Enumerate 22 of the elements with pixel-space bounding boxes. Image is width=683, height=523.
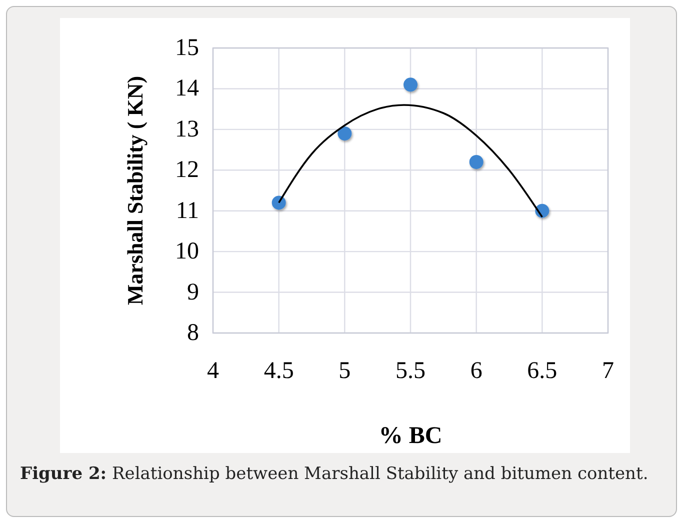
- y-tick-label: 8: [187, 320, 199, 346]
- point: [338, 126, 352, 140]
- x-tick-label: 4.5: [264, 358, 294, 384]
- y-tick-label: 9: [187, 279, 199, 306]
- caption: Figure 2: Relationship between Marshall Stability and bitumen content.: [20, 463, 650, 486]
- y-tick-label: 14: [175, 76, 199, 102]
- y-tick-label: 15: [175, 35, 199, 61]
- y-tick-label: 12: [175, 157, 199, 184]
- point: [469, 155, 484, 169]
- x-tick-label: 5.5: [396, 358, 426, 384]
- x-tick-label: 4: [207, 358, 219, 384]
- x-tick-label: 5: [338, 358, 351, 384]
- x-tick-label: 6: [470, 358, 482, 384]
- x-tick-label: 6.5: [527, 358, 558, 384]
- point: [404, 78, 418, 92]
- y-axis-title: Marshall Stability ( KN): [122, 76, 148, 306]
- y-tick-label: 11: [176, 198, 199, 224]
- point: [272, 196, 286, 210]
- y-tick-label: 10: [175, 238, 199, 265]
- x-tick-label: 7: [602, 358, 614, 384]
- y-tick-label: 13: [175, 116, 199, 142]
- x-axis-title: % BC: [378, 423, 442, 449]
